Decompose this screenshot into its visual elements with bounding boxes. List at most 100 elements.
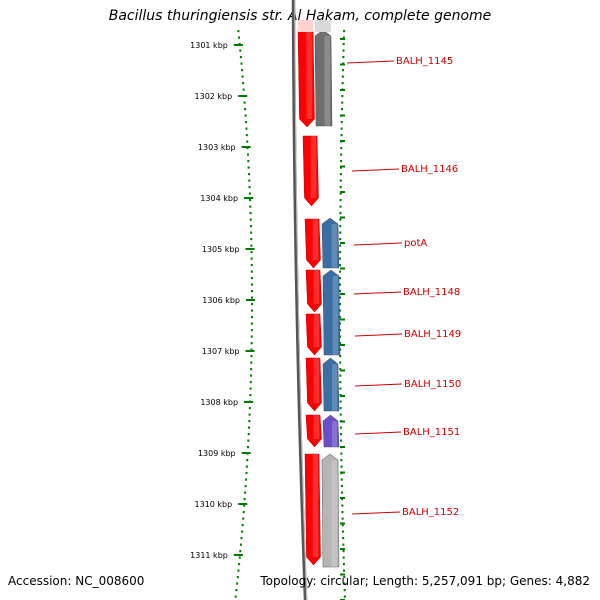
scale-dot: [240, 537, 243, 540]
forward-gene-arrow: [305, 414, 322, 448]
scale-minor-tick: [340, 191, 345, 193]
gene-label[interactable]: BALH_1151: [403, 427, 460, 438]
scale-dot: [341, 530, 344, 533]
scale-dot: [243, 504, 246, 507]
scale-dot: [339, 166, 342, 169]
scale-dot: [339, 186, 342, 189]
scale-dot: [241, 530, 244, 533]
scale-dot: [243, 498, 246, 501]
scale-minor-tick: [340, 38, 345, 40]
scale-dot: [340, 160, 343, 163]
scale-dot: [339, 374, 342, 377]
gene-shading: [324, 36, 331, 126]
scale-minor-tick: [340, 548, 345, 550]
scale-tick-label: 1304 kbp: [200, 194, 238, 203]
scale-dot: [342, 550, 345, 553]
scale-dot: [236, 576, 239, 579]
accession-text: Accession: NC_008600: [8, 574, 145, 588]
backbone-line: [291, 0, 308, 600]
gene-label[interactable]: BALH_1152: [402, 507, 459, 518]
scale-dot: [250, 251, 253, 254]
scale-dot: [245, 121, 248, 124]
scale-dot: [235, 589, 238, 592]
scale-dot: [339, 192, 342, 195]
genome-stats-text: Topology: circular; Length: 5,257,091 bp…: [260, 574, 590, 588]
scale-dot: [339, 316, 342, 319]
scale-dot: [339, 361, 342, 364]
gene-leader-line: [353, 291, 402, 295]
scale-major-tick: [238, 95, 248, 97]
scale-dot: [340, 147, 343, 150]
scale-tick-label: 1305 kbp: [202, 245, 240, 254]
scale-dot: [247, 166, 250, 169]
scale-dot: [244, 491, 247, 494]
scale-dot: [339, 218, 342, 221]
scale-major-tick: [245, 350, 255, 352]
scale-dot: [241, 75, 244, 78]
scale-dot: [339, 264, 342, 267]
scale-dot: [245, 472, 248, 475]
scale-dot: [250, 316, 253, 319]
scale-dot: [242, 82, 245, 85]
gene-label[interactable]: BALH_1146: [401, 164, 458, 175]
reverse-strand-track: [314, 20, 341, 568]
scale-dot: [341, 69, 344, 72]
scale-dot: [343, 582, 346, 585]
scale-dot: [248, 420, 251, 423]
scale-dot: [250, 303, 253, 306]
gene-leader-line: [353, 242, 403, 246]
scale-dot: [247, 446, 250, 449]
scale-ticks: [233, 44, 255, 556]
scale-dot: [243, 101, 246, 104]
scale-dot: [340, 485, 343, 488]
scale-dot: [339, 368, 342, 371]
scale-tick-label: 1311 kbp: [190, 551, 228, 560]
scale-dot: [250, 270, 253, 273]
scale-minor-tick: [340, 140, 345, 142]
scale-dot: [339, 244, 342, 247]
gene-label[interactable]: BALH_1148: [403, 287, 460, 298]
scale-dot: [341, 95, 344, 98]
scale-dot: [342, 49, 345, 52]
gene-label[interactable]: BALH_1149: [404, 329, 461, 340]
scale-minor-tick: [340, 522, 345, 525]
scale-tick-label: 1308 kbp: [200, 398, 238, 407]
scale-dot: [250, 238, 253, 241]
scale-dot: [339, 335, 342, 338]
scale-dot: [341, 511, 344, 514]
scale-dot: [248, 407, 251, 410]
scale-dot: [341, 517, 344, 520]
scale-dot: [250, 309, 253, 312]
scale-dot: [341, 491, 344, 494]
scale-dot: [242, 88, 245, 91]
scale-dot: [237, 30, 240, 33]
scale-dot: [339, 270, 342, 273]
scale-dot: [340, 439, 343, 442]
scale-dot: [245, 478, 248, 481]
scale-dot: [248, 186, 251, 189]
scale-dot: [239, 49, 242, 52]
gene-label[interactable]: BALH_1150: [404, 379, 461, 390]
scale-tick-label: 1307 kbp: [202, 347, 240, 356]
scale-dot: [341, 101, 344, 104]
scale-dot: [342, 56, 345, 59]
gene-shading: [306, 30, 313, 119]
genome-backbone: [291, 0, 308, 600]
scale-major-tick: [238, 503, 248, 505]
gene-shading: [331, 224, 338, 268]
scale-dot: [339, 277, 342, 280]
scale-tick-label: 1301 kbp: [190, 41, 228, 50]
gene-label[interactable]: BALH_1145: [396, 56, 453, 67]
scale-dot: [248, 192, 251, 195]
scale-dot: [236, 582, 239, 585]
scale-dot: [234, 595, 237, 598]
scale-tick-label: 1303 kbp: [198, 143, 236, 152]
scale-dot: [250, 257, 253, 260]
scale-dot: [249, 205, 252, 208]
scale-dot: [341, 504, 344, 507]
scale-dot: [339, 355, 342, 358]
gene-label[interactable]: potA: [404, 238, 427, 249]
scale-dot: [246, 140, 249, 143]
scale-dotted-line-right: [339, 30, 346, 600]
